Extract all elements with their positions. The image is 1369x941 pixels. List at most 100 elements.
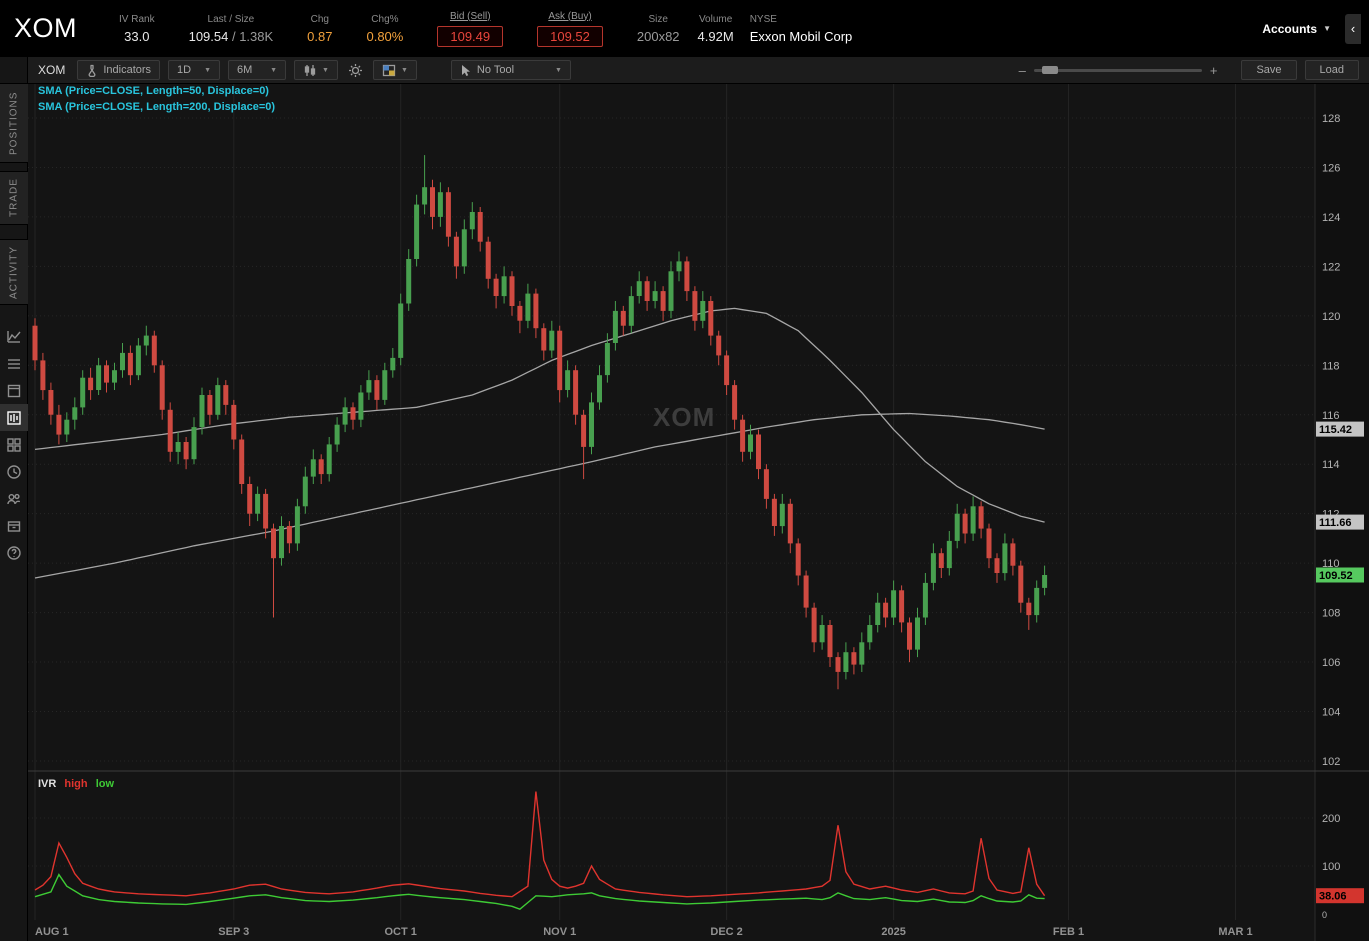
chart-type-dropdown[interactable]: ▼ — [294, 60, 338, 80]
company-name: Exxon Mobil Corp — [749, 28, 853, 44]
iv-rank-value: 33.0 — [124, 28, 150, 44]
svg-text:FEB 1: FEB 1 — [1053, 926, 1084, 938]
range-value: 6M — [237, 64, 253, 76]
svg-text:OCT 1: OCT 1 — [384, 926, 416, 938]
sidebar-tab-activity[interactable]: ACTIVITY — [0, 239, 28, 305]
gear-icon — [348, 63, 362, 77]
clock-icon[interactable] — [0, 458, 28, 485]
left-sidebar: POSITIONS TRADE ACTIVITY — [0, 57, 28, 941]
last-size-value: 109.54 / 1.38K — [188, 28, 274, 44]
people-icon[interactable] — [0, 485, 28, 512]
timeframe-value: 1D — [177, 64, 192, 76]
chevron-down-icon: ▼ — [322, 66, 329, 74]
bid-button[interactable]: 109.49 — [437, 25, 504, 47]
iv-rank-field: IV Rank 33.0 — [119, 14, 155, 44]
zoom-control: – + — [1019, 63, 1218, 78]
svg-text:SEP 3: SEP 3 — [218, 926, 249, 938]
last-size-label: Last / Size — [207, 13, 255, 25]
svg-text:102: 102 — [1322, 756, 1340, 768]
volume-value: 4.92M — [697, 28, 734, 44]
chart-settings-button[interactable] — [346, 60, 365, 80]
svg-text:DEC 2: DEC 2 — [710, 926, 742, 938]
zoom-in-button[interactable]: + — [1209, 62, 1218, 78]
range-dropdown[interactable]: 6M ▼ — [228, 60, 287, 80]
svg-text:109.52: 109.52 — [1319, 570, 1353, 582]
svg-text:120: 120 — [1322, 311, 1340, 323]
ivr-legend: IVR high low — [38, 778, 114, 790]
chg-pct-field: Chg% 0.80% — [366, 14, 403, 44]
collapse-panel-button[interactable]: ‹ — [1345, 13, 1361, 44]
quote-header: XOM IV Rank 33.0 Last / Size 109.54 / 1.… — [0, 0, 1369, 57]
size-label: Size — [648, 13, 668, 25]
size-value: 200x82 — [636, 28, 680, 44]
indicators-label: Indicators — [103, 64, 152, 76]
svg-text:122: 122 — [1322, 261, 1340, 273]
sidebar-icon-rail — [0, 323, 28, 566]
chart-line-icon[interactable] — [0, 323, 28, 350]
sidebar-tab-positions[interactable]: POSITIONS — [0, 83, 28, 163]
chart-symbol-label: XOM — [38, 63, 66, 77]
load-button[interactable]: Load — [1304, 60, 1359, 80]
svg-text:100: 100 — [1322, 861, 1340, 873]
drawing-tool-dropdown[interactable]: No Tool ▼ — [450, 60, 571, 80]
zoom-out-button[interactable]: – — [1018, 62, 1026, 78]
svg-text:110: 110 — [1322, 558, 1340, 570]
accounts-label: Accounts — [1262, 21, 1318, 36]
sidebar-tab-trade[interactable]: TRADE — [0, 171, 28, 225]
chevron-down-icon: ▼ — [1323, 24, 1331, 33]
chart-grid-icon[interactable] — [0, 404, 28, 431]
bid-label: Bid (Sell) — [449, 10, 491, 22]
svg-text:NOV 1: NOV 1 — [543, 926, 576, 938]
archive-icon[interactable] — [0, 512, 28, 539]
svg-text:126: 126 — [1322, 163, 1340, 175]
chevron-down-icon: ▼ — [554, 66, 562, 74]
flask-icon — [88, 64, 96, 77]
dashboard-icon[interactable] — [0, 431, 28, 458]
chart-toolbar: XOM Indicators 1D ▼ 6M ▼ ▼ ▼ No To — [28, 57, 1369, 84]
ivr-low-label: low — [95, 778, 115, 790]
zoom-slider-thumb[interactable] — [1041, 65, 1058, 74]
symbol-title: XOM — [14, 13, 78, 43]
volume-label: Volume — [698, 13, 733, 25]
chevron-down-icon: ▼ — [270, 66, 278, 74]
svg-text:111.66: 111.66 — [1319, 517, 1351, 529]
chevron-down-icon: ▼ — [204, 66, 212, 74]
accounts-menu[interactable]: Accounts ▼ — [1262, 22, 1331, 36]
svg-text:128: 128 — [1322, 113, 1340, 125]
bid-field: Bid (Sell) 109.49 — [437, 10, 504, 47]
list-icon[interactable] — [0, 350, 28, 377]
svg-text:115.42: 115.42 — [1319, 424, 1352, 436]
svg-text:AUG 1: AUG 1 — [35, 926, 69, 938]
page-icon[interactable] — [0, 377, 28, 404]
indicators-button[interactable]: Indicators — [77, 60, 161, 80]
chg-label: Chg — [310, 13, 329, 25]
cursor-icon — [461, 64, 470, 76]
grid-layout-icon — [382, 64, 396, 76]
candlestick-icon — [304, 64, 316, 76]
svg-text:116: 116 — [1322, 410, 1340, 422]
iv-rank-label: IV Rank — [119, 13, 155, 25]
svg-text:124: 124 — [1322, 212, 1340, 224]
ask-button[interactable]: 109.52 — [537, 25, 603, 47]
volume-field: Volume 4.92M — [698, 14, 734, 44]
tool-value: No Tool — [476, 64, 515, 76]
svg-text:104: 104 — [1322, 707, 1340, 719]
zoom-slider[interactable] — [1033, 65, 1202, 74]
svg-text:106: 106 — [1322, 657, 1340, 669]
save-button[interactable]: Save — [1241, 60, 1297, 80]
help-icon[interactable] — [0, 539, 28, 566]
svg-text:114: 114 — [1322, 459, 1340, 471]
ivr-high-label: high — [64, 778, 88, 790]
ivr-title: IVR — [38, 778, 57, 790]
chg-field: Chg 0.87 — [307, 14, 332, 44]
chart-canvas[interactable]: 1021041061081101121141161181201221241261… — [28, 84, 1369, 941]
ask-label: Ask (Buy) — [548, 10, 592, 22]
last-size-field: Last / Size 109.54 / 1.38K — [189, 14, 274, 44]
sma50-label: SMA (Price=CLOSE, Length=50, Displace=0) — [38, 85, 269, 97]
candlestick-chart[interactable]: SMA (Price=CLOSE, Length=50, Displace=0)… — [28, 84, 1369, 941]
timeframe-dropdown[interactable]: 1D ▼ — [168, 60, 221, 80]
chg-pct-label: Chg% — [371, 13, 399, 25]
chg-value: 0.87 — [307, 28, 333, 44]
layout-dropdown[interactable]: ▼ — [372, 60, 417, 80]
